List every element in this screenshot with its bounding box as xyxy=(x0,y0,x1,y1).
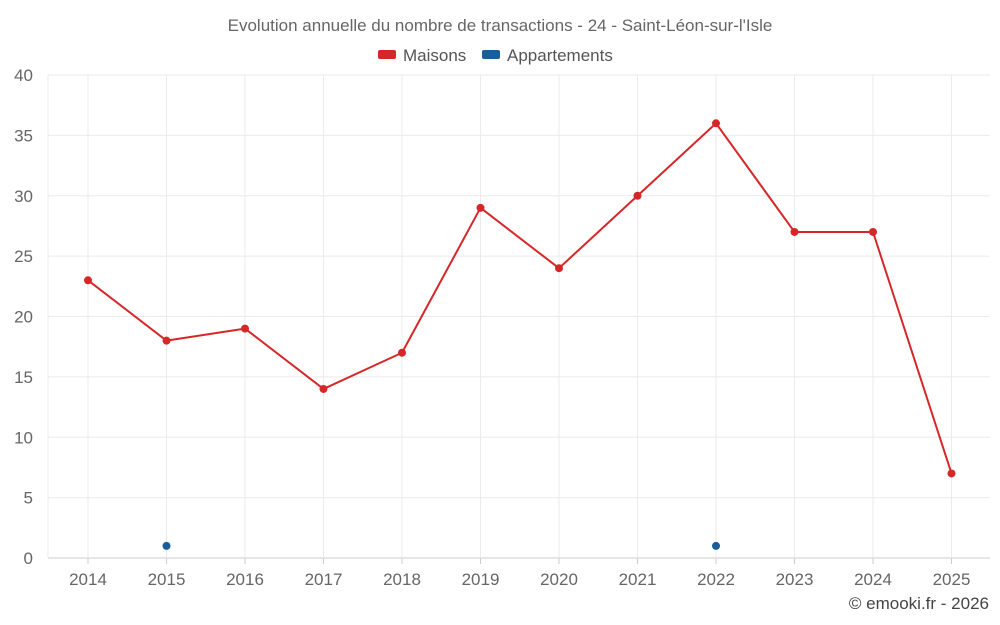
legend-label-maisons: Maisons xyxy=(403,46,466,65)
y-tick-label: 0 xyxy=(24,549,33,568)
data-point-maisons-2021[interactable] xyxy=(633,191,642,200)
y-tick-label: 5 xyxy=(24,489,33,508)
x-tick-label: 2019 xyxy=(462,570,500,589)
x-tick-label: 2020 xyxy=(540,570,578,589)
legend-item-maisons[interactable]: Maisons xyxy=(378,46,466,65)
data-point-maisons-2015[interactable] xyxy=(162,336,171,345)
series-maisons xyxy=(84,119,956,478)
y-axis-ticks: 0 5 10 15 20 25 30 35 40 xyxy=(14,66,33,568)
data-point-maisons-2022[interactable] xyxy=(712,119,720,128)
y-tick-label: 30 xyxy=(14,187,33,206)
data-point-maisons-2024[interactable] xyxy=(869,227,877,236)
data-point-maisons-2017[interactable] xyxy=(319,384,328,393)
legend-label-appartements: Appartements xyxy=(507,46,613,65)
data-point-maisons-2014[interactable] xyxy=(84,276,92,285)
y-tick-label: 20 xyxy=(14,308,33,327)
credit-text: © emooki.fr - 2026 xyxy=(849,594,989,613)
legend-swatch-maisons xyxy=(378,50,396,59)
legend-swatch-appartements xyxy=(482,50,500,59)
y-tick-label: 25 xyxy=(14,247,33,266)
y-tick-label: 35 xyxy=(14,126,33,145)
x-axis-ticks: 2014 2015 2016 2017 2018 2019 2020 2021 2022 2023… xyxy=(69,558,970,589)
data-point-maisons-2025[interactable] xyxy=(947,469,956,478)
legend: Maisons Appartements xyxy=(378,46,613,65)
data-point-maisons-2016[interactable] xyxy=(241,324,249,333)
series xyxy=(84,119,956,550)
x-tick-label: 2018 xyxy=(383,570,421,589)
y-tick-label: 40 xyxy=(14,66,33,85)
legend-item-appartements[interactable]: Appartements xyxy=(482,46,613,65)
x-tick-label: 2016 xyxy=(226,570,264,589)
data-point-appartements-2015[interactable] xyxy=(162,541,171,550)
data-point-maisons-2018[interactable] xyxy=(398,348,406,357)
series-appartements xyxy=(162,541,720,550)
y-tick-label: 15 xyxy=(14,368,33,387)
x-tick-label: 2024 xyxy=(854,570,892,589)
data-point-maisons-2023[interactable] xyxy=(790,227,799,236)
data-point-maisons-2019[interactable] xyxy=(476,203,485,212)
x-tick-label: 2015 xyxy=(148,570,186,589)
x-tick-label: 2022 xyxy=(697,570,735,589)
x-tick-label: 2021 xyxy=(619,570,657,589)
data-point-maisons-2020[interactable] xyxy=(555,264,563,273)
grid xyxy=(47,74,990,559)
y-tick-label: 10 xyxy=(14,428,33,447)
x-tick-label: 2025 xyxy=(933,570,971,589)
data-point-appartements-2022[interactable] xyxy=(712,541,720,550)
series-line-maisons xyxy=(87,122,953,474)
x-tick-label: 2014 xyxy=(69,570,107,589)
chart-title: Evolution annuelle du nombre de transact… xyxy=(228,16,773,35)
x-tick-label: 2017 xyxy=(305,570,343,589)
x-tick-label: 2023 xyxy=(776,570,814,589)
